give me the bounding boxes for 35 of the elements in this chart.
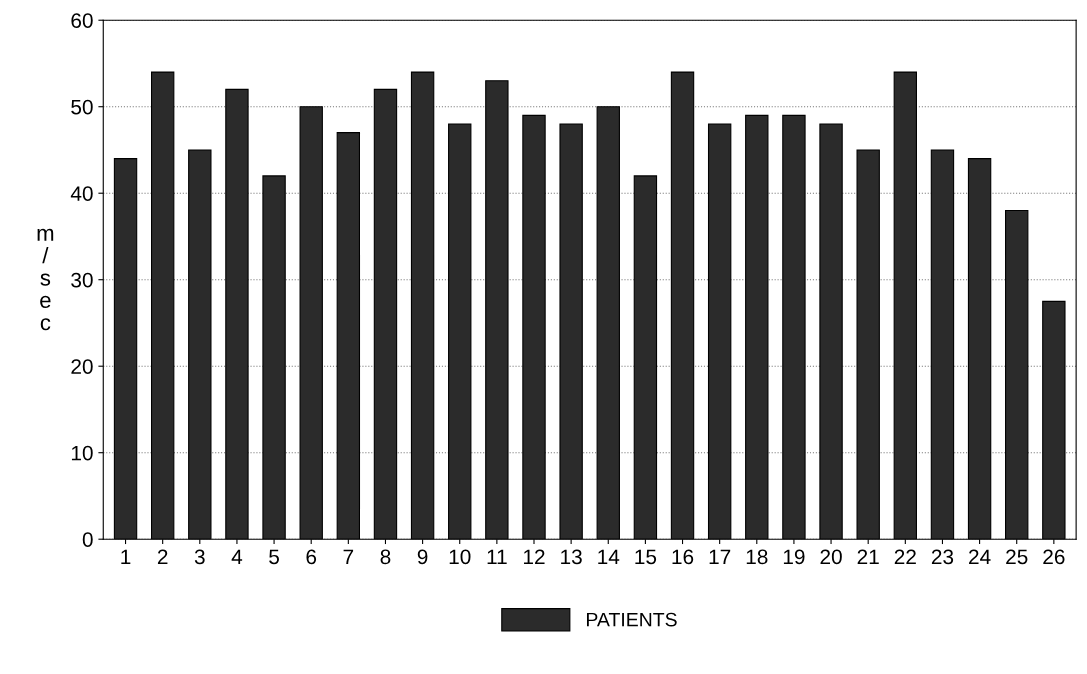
x-tick-label: 7 <box>343 549 354 565</box>
x-tick-label: 3 <box>194 549 205 565</box>
y-tick-label: 40 <box>70 186 93 201</box>
y-tick-label: 30 <box>71 272 93 288</box>
x-tick-label: 5 <box>269 549 279 565</box>
x-tick-label: 12 <box>524 549 545 565</box>
x-tick-label: 21 <box>857 549 879 565</box>
x-tick-label: 6 <box>306 549 317 565</box>
x-tick-label: 17 <box>709 549 731 565</box>
x-tick-label: 9 <box>417 549 428 565</box>
x-tick-label: 25 <box>1006 549 1028 565</box>
x-tick-label: 19 <box>783 549 805 565</box>
x-tick-label: 4 <box>231 549 243 565</box>
y-tick-label: 0 <box>82 532 93 547</box>
y-tick-label: 60 <box>71 13 93 28</box>
y-tick-label: 20 <box>71 359 93 374</box>
x-tick-label: 23 <box>931 549 954 565</box>
y-tick-label: 10 <box>71 445 93 461</box>
x-tick-label: 10 <box>449 549 471 565</box>
x-tick-label: 13 <box>561 549 582 565</box>
x-tick-label: 20 <box>820 549 842 565</box>
x-tick-label: 22 <box>894 549 916 565</box>
x-tick-label: 16 <box>672 549 694 565</box>
x-tick-label: 2 <box>157 549 168 565</box>
x-tick-label: 1 <box>121 549 131 565</box>
x-tick-label: 14 <box>598 549 620 565</box>
x-tick-label: 8 <box>380 549 391 565</box>
x-tick-label: 18 <box>746 549 768 565</box>
y-axis-title: m/sec <box>37 228 54 331</box>
x-tick-label: 24 <box>969 549 991 565</box>
x-tick-label: 11 <box>487 549 507 565</box>
x-tick-label: 26 <box>1043 549 1065 565</box>
y-tick-label: 50 <box>71 99 93 115</box>
x-tick-label: 15 <box>635 549 657 565</box>
legend-label: PATIENTS <box>586 612 677 627</box>
